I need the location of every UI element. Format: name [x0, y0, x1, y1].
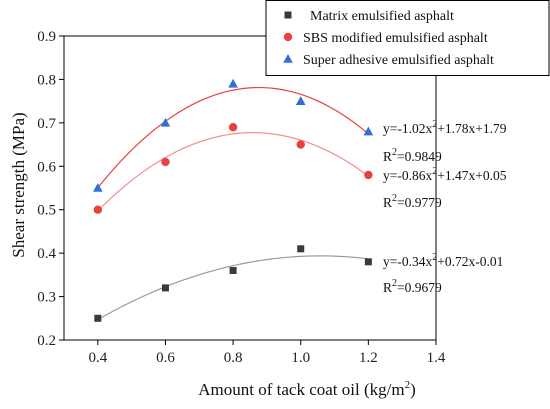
legend-label: Matrix emulsified asphalt [310, 9, 454, 24]
fit-curve [97, 132, 369, 212]
fit-curves [97, 86, 369, 321]
y-tick-label: 0.3 [37, 290, 56, 306]
y-axis-ticks: 0.2 0.3 0.4 0.5 0.6 0.7 0.8 0.9 [37, 29, 64, 349]
legend: Matrix emulsified asphalt SBS modified em… [265, 0, 550, 76]
y-axis-label: Shear strength (MPa) [9, 112, 28, 257]
legend-label: Super adhesive emulsified asphalt [303, 53, 494, 68]
x-tick-label: 1.4 [427, 350, 446, 366]
x-tick-label: 1.0 [291, 350, 310, 366]
r-squared: R2=0.9779 [383, 193, 442, 210]
data-point [93, 205, 103, 214]
y-tick-label: 0.8 [37, 72, 56, 88]
data-point [296, 140, 305, 149]
plot-frame [63, 35, 437, 341]
data-point [94, 314, 102, 322]
data-point [228, 78, 238, 88]
x-tick-label: 1.2 [359, 350, 378, 366]
legend-label: SBS modified emulsified asphalt [303, 31, 488, 46]
data-point [364, 170, 373, 180]
x-axis-label: Amount of tack coat oil (kg/m2) [198, 379, 416, 399]
data-point [228, 123, 238, 132]
y-tick-label: 0.2 [37, 333, 56, 349]
data-point [364, 258, 372, 266]
legend-marker [283, 32, 293, 42]
data-point [363, 126, 374, 136]
data-point [229, 267, 237, 275]
data-point [297, 245, 305, 253]
legend-marker [284, 11, 292, 19]
x-tick-label: 0.6 [156, 350, 175, 366]
y-tick-label: 0.9 [37, 29, 56, 45]
r-squared: R2=0.9679 [383, 278, 442, 295]
y-tick-label: 0.5 [37, 203, 56, 219]
fit-annotations: y=-0.34x2+0.72x-0.01 R2=0.9679 y=-0.86x2+1… [383, 119, 507, 295]
fit-equation: y=-0.86x2+1.47x+0.05 [383, 166, 507, 183]
fit-equation: y=-0.34x2+0.72x-0.01 [383, 252, 503, 269]
x-axis-ticks: 0.4 0.6 0.8 1.0 1.2 1.4 [88, 340, 446, 366]
data-point [161, 284, 169, 292]
y-tick-label: 0.7 [37, 116, 56, 132]
fit-equation: y=-1.02x2+1.78x+1.79 [383, 119, 507, 136]
y-tick-label: 0.6 [37, 159, 56, 175]
data-point [161, 157, 170, 167]
data-point [295, 96, 306, 105]
y-tick-label: 0.4 [37, 246, 56, 262]
x-tick-label: 0.4 [88, 350, 107, 366]
fit-curve [97, 255, 369, 321]
data-point [93, 183, 103, 192]
legend-box [265, 0, 550, 76]
x-tick-label: 0.8 [224, 350, 243, 366]
fit-curve [97, 86, 369, 189]
r-squared: R2=0.9849 [383, 147, 442, 164]
legend-marker [283, 54, 293, 63]
data-point [160, 117, 171, 127]
data-points [93, 78, 374, 322]
